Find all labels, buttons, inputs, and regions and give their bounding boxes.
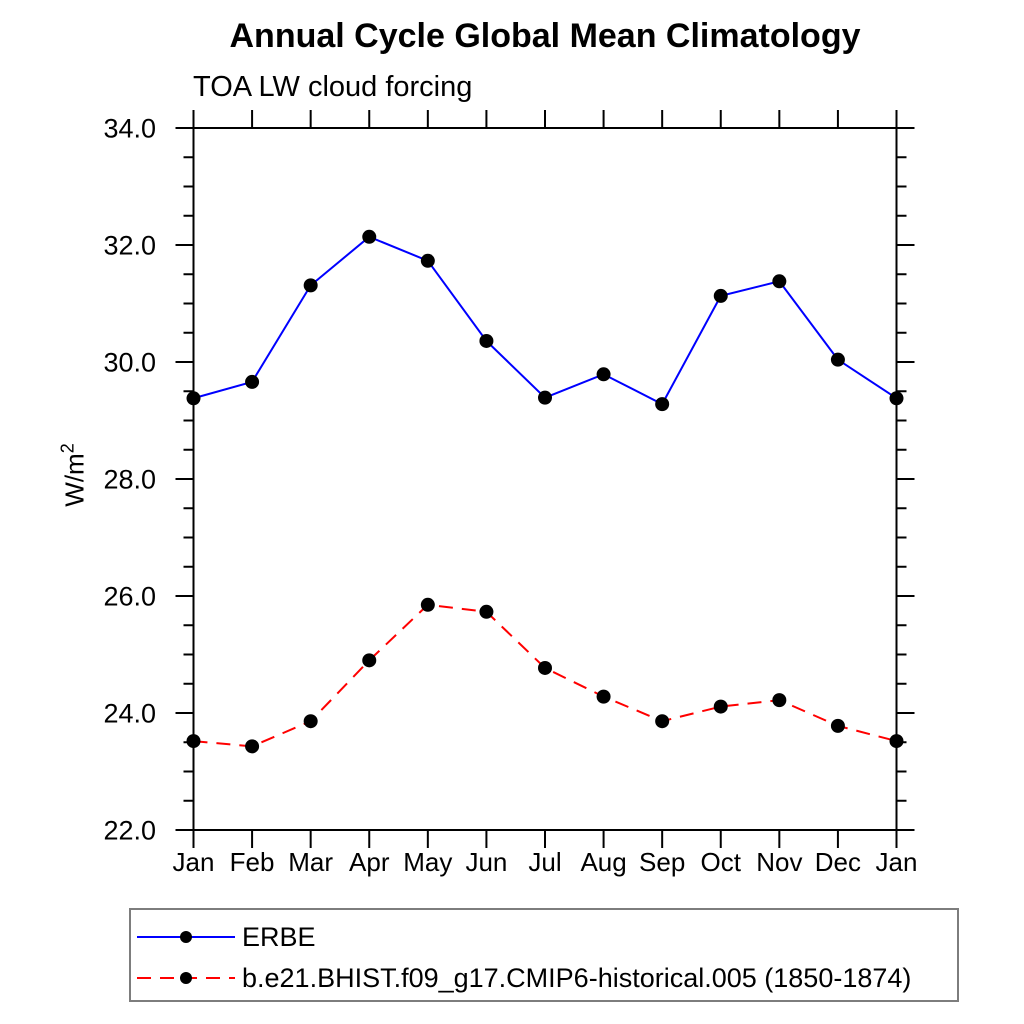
plot-area: Jan Feb Mar Apr May Jun Jul Aug Sep Oct Nov Dec Jan 2… (103, 110, 918, 877)
data-point-marker-s0-Jan (889, 391, 904, 406)
data-point-marker-s0-Jan (186, 391, 201, 406)
series-line-0 (193, 235, 898, 406)
legend-item-erbe: ERBE (137, 922, 316, 952)
data-point-marker-s0-Feb (245, 374, 260, 389)
data-point-marker-s1-Dec (830, 718, 845, 733)
data-point-marker-s0-May (420, 253, 435, 268)
data-point-marker-s0-Dec (830, 352, 845, 367)
data-point-marker-s1-Feb (245, 739, 260, 754)
data-point-marker-s1-Apr (362, 653, 377, 668)
data-point-marker-s1-Oct (713, 699, 728, 714)
x-tick-label: Aug (580, 847, 626, 877)
data-point-marker-s1-Sep (655, 714, 670, 729)
data-point-marker-s1-Jan (186, 734, 201, 749)
x-tick-label: Apr (349, 847, 390, 877)
x-tick-label: May (403, 847, 452, 877)
legend-item-model: b.e21.BHIST.f09_g17.CMIP6-historical.005… (137, 963, 912, 993)
series-line-1 (193, 603, 897, 748)
data-point-marker-s0-Mar (303, 278, 318, 293)
legend-label-model: b.e21.BHIST.f09_g17.CMIP6-historical.005… (242, 963, 912, 993)
data-point-marker-s1-Nov (772, 693, 787, 708)
legend: ERBE b.e21.BHIST.f09_g17.CMIP6-historica… (129, 908, 959, 1002)
legend-line-sample-model (137, 972, 235, 984)
legend-line-sample-erbe (137, 931, 235, 943)
chart-subtitle: TOA LW cloud forcing (193, 71, 473, 103)
x-tick-label: Jul (528, 847, 561, 877)
x-tick-label: Jan (876, 847, 918, 877)
y-tick-label: 24.0 (103, 699, 156, 729)
y-tick-label: 26.0 (103, 582, 156, 612)
y-tick-label: 30.0 (103, 348, 156, 378)
x-tick-label: Nov (756, 847, 802, 877)
data-point-marker-s1-Jul (538, 660, 552, 675)
data-point-marker-s0-Aug (596, 367, 611, 382)
data-point-marker-s1-Jun (479, 604, 494, 619)
data-point-marker-s1-Jan (889, 734, 904, 749)
data-point-marker-s1-Aug (596, 689, 611, 704)
y-tick-label: 28.0 (103, 465, 156, 495)
y-tick-label: 22.0 (103, 816, 156, 846)
data-point-marker-s0-Nov (772, 274, 787, 289)
legend-label-erbe: ERBE (242, 922, 316, 952)
data-point-marker-s0-Apr (362, 229, 377, 244)
x-tick-label: Jun (465, 847, 507, 877)
x-tick-label: Oct (701, 847, 742, 877)
plot-frame (192, 127, 898, 831)
y-tick-label: 34.0 (103, 114, 156, 144)
y-tick-label: 32.0 (103, 231, 156, 261)
data-point-marker-s0-Sep (655, 397, 670, 412)
x-tick-label: Jan (173, 847, 215, 877)
data-point-marker-s1-May (420, 597, 435, 612)
x-tick-label: Feb (230, 847, 275, 877)
chart-title: Annual Cycle Global Mean Climatology (229, 17, 861, 55)
data-point-marker-s0-Jun (479, 333, 494, 348)
data-point-marker-s0-Jul (538, 390, 552, 405)
data-point-marker-s1-Mar (303, 714, 318, 729)
data-point-marker-s0-Oct (713, 288, 728, 303)
x-tick-label: Sep (639, 847, 685, 877)
x-tick-label: Dec (815, 847, 861, 877)
x-tick-label: Mar (288, 847, 333, 877)
